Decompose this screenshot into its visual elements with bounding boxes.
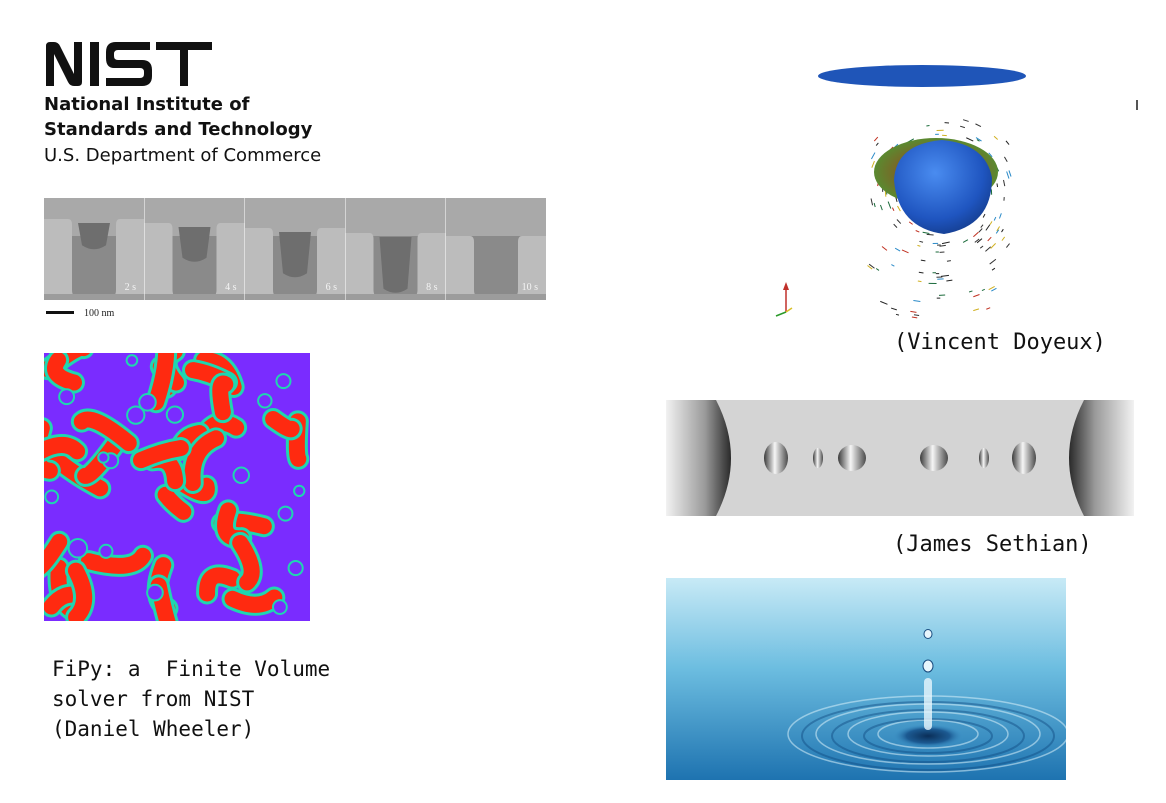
sem-time-label: 6 s <box>326 282 338 293</box>
sem-panel: 4 s <box>144 198 245 300</box>
sem-trench-fill-sequence: 2 s 4 s 6 s 8 s 10 s <box>44 198 546 300</box>
logo-line-institute: National Institute of <box>44 94 250 115</box>
sem-panel: 2 s <box>44 198 144 300</box>
logo-line-department: U.S. Department of Commerce <box>44 145 322 166</box>
right-wall <box>1069 400 1134 516</box>
fipy-caption: FiPy: a Finite Volume solver from NIST (… <box>52 654 330 744</box>
left-wall <box>666 400 731 516</box>
scale-bar-label: 100 nm <box>84 308 115 319</box>
fipy-spinodal-pattern <box>44 353 310 621</box>
fipy-caption-line-1: FiPy: a Finite Volume <box>52 657 331 681</box>
bubble-vortex-visualization <box>775 65 1138 319</box>
sem-panel: 10 s <box>446 198 546 300</box>
blue-bubble <box>894 140 992 234</box>
axis-triad-icon <box>775 282 793 317</box>
fipy-caption-line-2: solver from NIST <box>52 687 255 711</box>
scale-bar-line <box>46 311 74 314</box>
jet-breakup-simulation <box>666 400 1134 516</box>
sem-time-label: 8 s <box>426 282 438 293</box>
water-droplet-photo <box>666 578 1066 780</box>
scale-bar: 100 nm <box>46 308 115 319</box>
sethian-caption: (James Sethian) <box>893 532 1092 557</box>
nist-wordmark-logo <box>46 42 212 86</box>
doyeux-caption: (Vincent Doyeux) <box>894 330 1106 355</box>
sem-panel: 6 s <box>245 198 345 300</box>
sem-time-label: 4 s <box>225 282 237 293</box>
right-edge-tick <box>1136 100 1138 110</box>
sem-panel: 8 s <box>345 198 446 300</box>
fipy-caption-line-3: (Daniel Wheeler) <box>52 717 255 741</box>
logo-line-standards: Standards and Technology <box>44 119 313 140</box>
top-disc <box>818 65 1026 87</box>
droplet-chain <box>764 442 1036 474</box>
sem-time-label: 2 s <box>125 282 137 293</box>
sem-time-label: 10 s <box>522 282 539 293</box>
